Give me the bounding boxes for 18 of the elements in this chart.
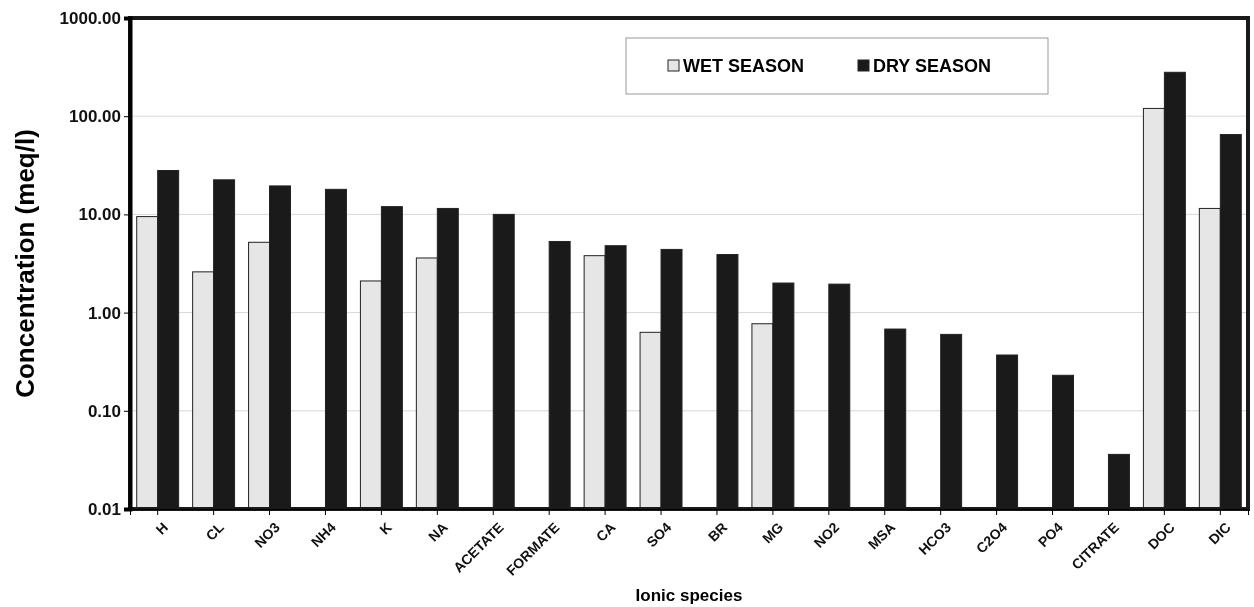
x-tick-label: NA <box>425 519 451 545</box>
x-tick-label: CL <box>202 518 228 544</box>
y-tick-label: 0.10 <box>87 401 121 421</box>
legend-label: DRY SEASON <box>873 56 992 77</box>
y-tick-label: 1000.00 <box>59 8 121 28</box>
y-tick-label: 10.00 <box>78 205 121 225</box>
x-tick-label: BR <box>704 519 731 545</box>
x-tick-label: H <box>152 519 172 538</box>
x-axis-title: Ionic species <box>635 586 743 605</box>
x-tick-label: DIC <box>1205 519 1234 548</box>
y-tick-label: 0.01 <box>87 499 121 519</box>
y-axis-title: Concentration (meq/l) <box>10 129 40 398</box>
x-tick-label: CA <box>592 519 619 545</box>
x-tick-label: K <box>376 519 395 538</box>
y-tick-label: 100.00 <box>69 107 121 127</box>
y-tick-label: 1.00 <box>87 303 121 323</box>
x-tick-label: MG <box>759 519 787 547</box>
legend-label: WET SEASON <box>683 56 805 77</box>
